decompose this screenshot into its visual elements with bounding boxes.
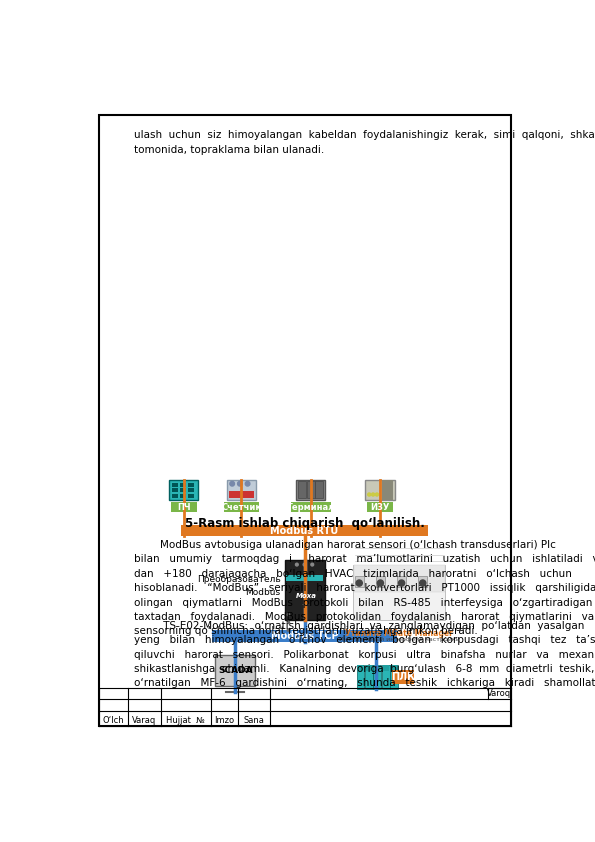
Text: ModBus avtobusiga ulanadigan harorat sensori (o‘lchash transduserlari) Plc
bilan: ModBus avtobusiga ulanadigan harorat sen… xyxy=(134,540,595,637)
Bar xyxy=(418,576,427,587)
Bar xyxy=(390,664,398,690)
Bar xyxy=(356,664,364,690)
Bar xyxy=(227,480,256,500)
Bar xyxy=(215,655,255,686)
Bar xyxy=(180,483,186,487)
Text: Varaq: Varaq xyxy=(132,717,156,726)
Bar xyxy=(381,480,393,500)
Circle shape xyxy=(311,563,314,566)
Text: Счетчик: Счетчик xyxy=(221,503,261,512)
Text: SCADA: SCADA xyxy=(218,666,252,675)
Text: 5-Rasm ishlab chiqarish  qo‘lanilish.: 5-Rasm ishlab chiqarish qo‘lanilish. xyxy=(184,517,424,530)
Bar xyxy=(354,565,444,592)
Bar xyxy=(376,576,385,587)
Bar xyxy=(382,664,390,690)
Bar xyxy=(367,502,393,512)
Text: ПЧ: ПЧ xyxy=(177,503,190,512)
Bar xyxy=(392,670,414,684)
Bar xyxy=(284,560,325,620)
Circle shape xyxy=(419,580,426,586)
Bar xyxy=(181,525,428,536)
Bar xyxy=(229,492,253,498)
Bar xyxy=(99,115,511,727)
Bar xyxy=(172,483,178,487)
Bar xyxy=(315,482,323,498)
Bar xyxy=(187,483,194,487)
Text: Интуитивный интерфейс настройки: Интуитивный интерфейс настройки xyxy=(339,637,460,642)
Circle shape xyxy=(287,621,290,623)
Bar xyxy=(365,664,372,690)
Text: O‘lch: O‘lch xyxy=(103,717,124,726)
Bar xyxy=(296,480,325,500)
Bar xyxy=(366,665,372,671)
Text: ulash  uchun  siz  himoyalangan  kabeldan  foydalanishingiz  kerak,  simi  qalqo: ulash uchun siz himoyalangan kabeldan fo… xyxy=(134,131,595,155)
Text: Sana: Sana xyxy=(243,717,264,726)
Circle shape xyxy=(287,629,290,632)
Circle shape xyxy=(296,563,298,566)
Bar xyxy=(180,488,186,493)
Bar xyxy=(365,480,394,500)
Bar xyxy=(397,576,406,587)
Bar xyxy=(299,482,306,498)
Circle shape xyxy=(237,482,242,486)
Bar xyxy=(224,502,259,512)
Bar xyxy=(212,631,397,642)
Circle shape xyxy=(356,580,362,586)
Bar xyxy=(374,664,381,690)
Circle shape xyxy=(377,580,383,586)
Bar xyxy=(172,493,178,498)
Bar xyxy=(357,665,364,671)
Bar xyxy=(383,665,389,671)
Circle shape xyxy=(303,563,306,566)
Bar xyxy=(169,480,198,500)
Bar xyxy=(172,488,178,493)
Circle shape xyxy=(245,482,250,486)
Bar xyxy=(187,493,194,498)
Text: Varoq: Varoq xyxy=(487,689,512,698)
Bar xyxy=(307,482,315,498)
Circle shape xyxy=(375,493,378,496)
Text: TS-E02-ModBus:  o‘rnatish  gardishlari  va  zanglamaydigan  po‘latdan  yasalgan
: TS-E02-ModBus: o‘rnatish gardishlari va … xyxy=(134,621,595,689)
Bar xyxy=(353,565,446,620)
Text: Терминал: Терминал xyxy=(287,503,335,512)
Bar xyxy=(171,502,197,512)
Text: Imzo: Imzo xyxy=(214,717,234,726)
Bar xyxy=(286,574,323,581)
Bar xyxy=(355,576,364,587)
Text: .....: ..... xyxy=(302,601,311,606)
Text: ПЛК: ПЛК xyxy=(391,672,415,682)
Circle shape xyxy=(399,580,405,586)
Text: Утилита MGate Manager: Утилита MGate Manager xyxy=(345,629,453,638)
Circle shape xyxy=(230,482,234,486)
Circle shape xyxy=(287,614,290,616)
Bar xyxy=(391,665,397,671)
Text: Modbus TCP: Modbus TCP xyxy=(271,632,339,642)
Text: Hujjat  №: Hujjat № xyxy=(166,717,205,726)
Text: Moxa: Moxa xyxy=(296,593,317,600)
Text: Modbus RTU: Modbus RTU xyxy=(270,525,339,536)
Circle shape xyxy=(371,493,375,496)
Bar xyxy=(180,493,186,498)
Bar xyxy=(374,665,380,671)
Circle shape xyxy=(368,493,371,496)
Text: Преобразователь
Modbus: Преобразователь Modbus xyxy=(197,575,281,597)
Bar xyxy=(291,502,331,512)
Text: ИЗУ: ИЗУ xyxy=(370,503,390,512)
Bar xyxy=(187,488,194,493)
